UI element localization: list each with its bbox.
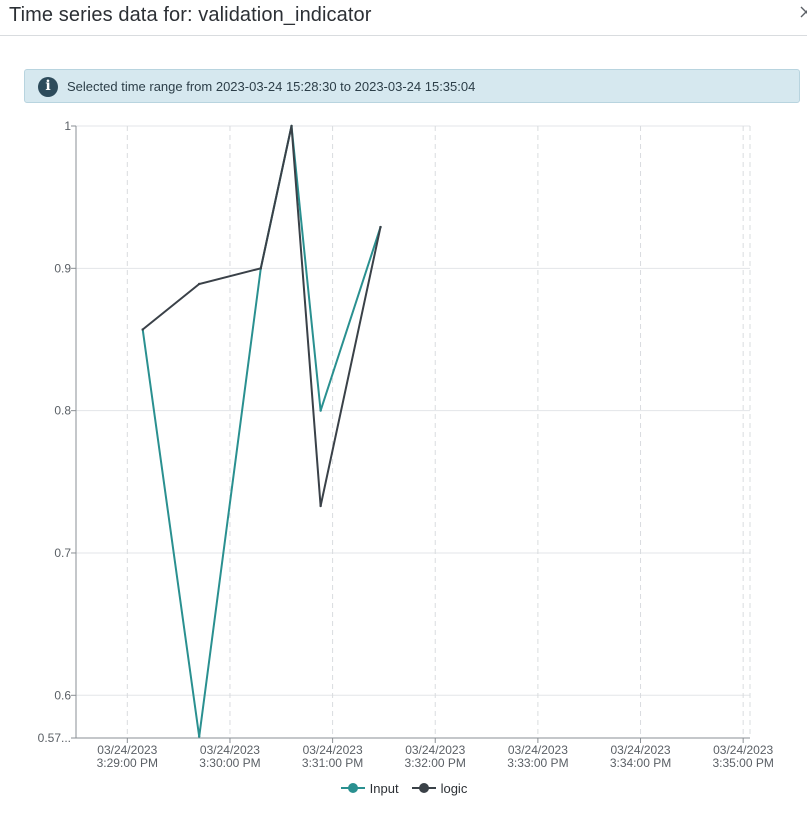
data-point-logic [197,282,201,286]
data-point-logic [141,328,144,331]
info-banner: i Selected time range from 2023-03-24 15… [24,69,800,103]
x-tick-label-time: 3:30:00 PM [199,756,260,770]
y-tick-label: 0.7 [54,546,71,560]
legend-logic-line-icon [411,783,436,793]
y-tick-label: 1 [64,119,71,133]
legend-label-input: Input [369,780,399,796]
x-tick-label-date: 03/24/2023 [303,743,363,757]
data-point-input [197,735,201,738]
x-tick-label-date: 03/24/2023 [97,743,157,757]
x-tick-label-time: 3:31:00 PM [302,756,363,770]
legend-item-input[interactable]: Input [340,778,399,798]
x-tick-label-date: 03/24/2023 [200,743,260,757]
legend-input-line-icon [340,783,365,793]
x-tick-label-date: 03/24/2023 [713,743,773,757]
data-point-logic [290,124,293,128]
dialog-title: Time series data for: validation_indicat… [9,4,372,26]
x-tick-label-date: 03/24/2023 [405,743,465,757]
y-tick-label: 0.6 [54,688,71,702]
x-tick-label-time: 3:29:00 PM [97,756,158,770]
series-line-input [141,125,382,737]
x-tick-label-time: 3:35:00 PM [712,756,773,770]
y-tick-label: 0.57... [38,731,71,745]
legend-item-logic[interactable]: logic [411,778,468,798]
x-tick-label-date: 03/24/2023 [508,743,568,757]
info-icon: i [38,77,58,97]
y-tick-label: 0.9 [54,261,71,275]
close-icon[interactable] [799,5,807,19]
y-tick-label: 0.8 [54,404,71,418]
data-point-input [319,409,322,412]
data-point-logic [319,504,322,508]
x-tick-label-time: 3:34:00 PM [610,756,671,770]
data-point-logic [259,267,262,270]
x-tick-label-date: 03/24/2023 [610,743,670,757]
x-tick-label-time: 3:32:00 PM [405,756,466,770]
legend-label-logic: logic [440,780,468,796]
series-line-logic [142,125,382,507]
data-point-logic [379,225,382,229]
chart-legend: Input logic [0,778,807,798]
info-banner-text: Selected time range from 2023-03-24 15:2… [67,79,476,94]
x-tick-label-time: 3:33:00 PM [507,756,568,770]
dialog-header: Time series data for: validation_indicat… [0,0,807,36]
